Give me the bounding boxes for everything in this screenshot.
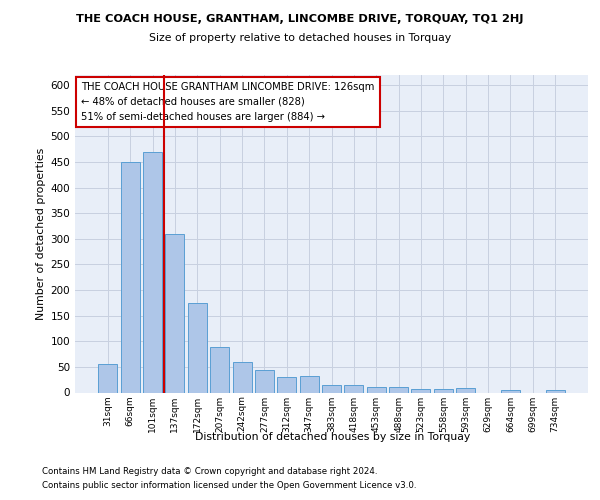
Y-axis label: Number of detached properties: Number of detached properties	[36, 148, 46, 320]
Text: THE COACH HOUSE GRANTHAM LINCOMBE DRIVE: 126sqm
← 48% of detached houses are sma: THE COACH HOUSE GRANTHAM LINCOMBE DRIVE:…	[81, 82, 374, 122]
Bar	[121, 162, 140, 392]
Bar	[344, 385, 364, 392]
Bar	[143, 152, 162, 392]
Bar	[322, 385, 341, 392]
Bar	[501, 390, 520, 392]
Text: THE COACH HOUSE, GRANTHAM, LINCOMBE DRIVE, TORQUAY, TQ1 2HJ: THE COACH HOUSE, GRANTHAM, LINCOMBE DRIV…	[76, 14, 524, 24]
Text: Size of property relative to detached houses in Torquay: Size of property relative to detached ho…	[149, 33, 451, 43]
Bar	[545, 390, 565, 392]
Bar	[299, 376, 319, 392]
Bar	[456, 388, 475, 392]
Bar	[255, 370, 274, 392]
Text: Contains public sector information licensed under the Open Government Licence v3: Contains public sector information licen…	[42, 481, 416, 490]
Bar	[98, 364, 118, 392]
Bar	[367, 388, 386, 392]
Bar	[210, 348, 229, 393]
Bar	[412, 390, 430, 392]
Bar	[277, 376, 296, 392]
Bar	[389, 388, 408, 392]
Bar	[188, 303, 207, 392]
Bar	[233, 362, 251, 392]
Text: Distribution of detached houses by size in Torquay: Distribution of detached houses by size …	[196, 432, 470, 442]
Text: Contains HM Land Registry data © Crown copyright and database right 2024.: Contains HM Land Registry data © Crown c…	[42, 468, 377, 476]
Bar	[166, 234, 184, 392]
Bar	[434, 390, 453, 392]
